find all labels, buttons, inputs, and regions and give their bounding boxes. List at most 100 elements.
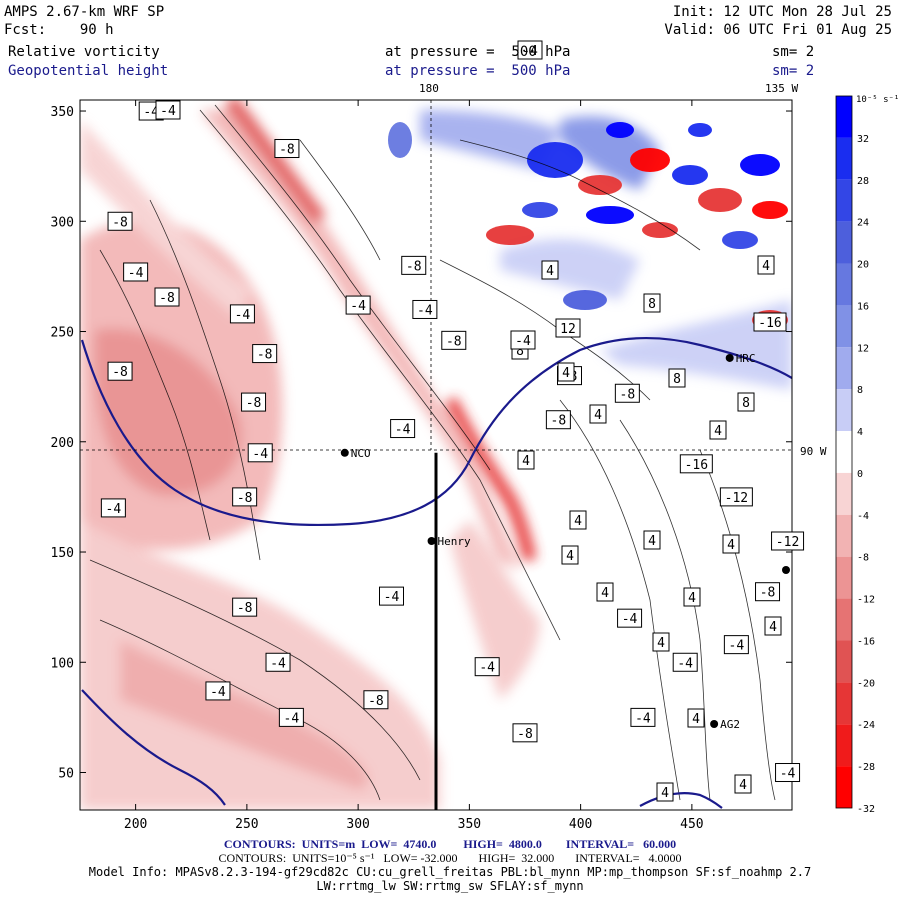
svg-text:-8: -8 (551, 414, 567, 429)
svg-text:-4: -4 (395, 423, 411, 438)
svg-text:4: 4 (762, 259, 770, 274)
contour-label: 4 (757, 255, 775, 275)
svg-text:4: 4 (657, 636, 665, 651)
colorbar-swatch (836, 472, 852, 515)
model-title: AMPS 2.67-km WRF SP (4, 4, 165, 20)
colorbar-swatch (836, 682, 852, 725)
svg-text:8: 8 (516, 344, 524, 359)
svg-text:-8: -8 (112, 215, 128, 230)
svg-text:-4: -4 (729, 639, 745, 654)
station-label: AG2 (720, 718, 740, 731)
colorbar-tick-label: 16 (857, 301, 869, 312)
svg-text:-8: -8 (257, 348, 273, 363)
svg-text:-4: -4 (128, 266, 144, 281)
svg-text:4: 4 (648, 534, 656, 549)
contour-label: -8 (363, 690, 389, 710)
y-tick-label: 200 (51, 436, 74, 451)
contour-label: -4 (379, 586, 404, 606)
colorbar-swatch (836, 137, 852, 180)
lon-label-135w: 135 W (765, 82, 799, 95)
contour-label: 4 (652, 632, 670, 652)
svg-text:4: 4 (546, 264, 554, 279)
svg-text:-4: -4 (635, 711, 651, 726)
init-time: Init: 12 UTC Mon 28 Jul 25 (672, 4, 892, 20)
contour-label: 4 (643, 530, 661, 550)
contour-label: -8 (614, 383, 640, 403)
svg-text:4: 4 (574, 514, 582, 529)
contour-label: 4 (589, 404, 607, 424)
contour-label: -8 (232, 487, 258, 507)
svg-text:-8: -8 (159, 291, 175, 306)
svg-text:-4: -4 (210, 685, 226, 700)
svg-text:8: 8 (742, 396, 750, 411)
svg-text:4: 4 (566, 549, 574, 564)
field2-name: Geopotential height (8, 63, 169, 79)
contour-label: 4 (596, 582, 614, 602)
contour-label: -8 (274, 139, 300, 159)
field1-level: at pressure = 500 hPa (385, 44, 571, 60)
contour-label: 8 (643, 293, 661, 313)
svg-text:-4: -4 (384, 590, 400, 605)
contour-label: -4 (345, 295, 371, 315)
colorbar-swatch (836, 514, 852, 557)
contour-label: 4 (734, 774, 752, 794)
contour-label: -8 (755, 582, 781, 602)
contour-label: -4 (278, 707, 304, 727)
svg-text:-4: -4 (143, 105, 159, 120)
contour-label: -4 (205, 681, 231, 701)
svg-text:4: 4 (601, 586, 609, 601)
contour-label: 4 (764, 616, 782, 636)
svg-text:8: 8 (673, 372, 681, 387)
colorbar-swatch (836, 724, 852, 767)
svg-text:-4: -4 (252, 447, 268, 462)
contour-label: -4 (100, 498, 126, 518)
svg-text:4: 4 (661, 786, 669, 801)
colorbar-swatch (836, 221, 852, 264)
colorbar-swatch (836, 263, 852, 306)
svg-text:-12: -12 (725, 491, 748, 506)
svg-text:-8: -8 (406, 259, 422, 274)
x-tick-label: 250 (235, 817, 258, 832)
contour-label: -4 (617, 608, 643, 628)
contour-label: -4 (155, 100, 181, 120)
svg-text:-12: -12 (776, 535, 799, 550)
field1-name: Relative vorticity (8, 44, 160, 60)
colorbar-tick-label: -8 (857, 553, 869, 564)
height-contour-info: CONTOURS: UNITS=m LOW= 4740.0 HIGH= 4800… (223, 837, 677, 851)
station-label: NCO (351, 447, 371, 460)
y-tick-label: 350 (51, 105, 74, 120)
svg-text:-8: -8 (446, 334, 462, 349)
svg-text:-4: -4 (417, 303, 433, 318)
svg-text:-16: -16 (758, 316, 781, 331)
contour-label: -4 (412, 299, 438, 319)
colorbar-tick-label: -24 (857, 720, 875, 731)
contour-label: 8 (668, 368, 686, 388)
contour-label: -12 (719, 487, 753, 507)
station-marker (710, 720, 719, 729)
svg-text:4: 4 (562, 366, 570, 381)
colorbar-tick-label: -4 (857, 511, 869, 522)
svg-text:-8: -8 (368, 694, 384, 709)
colorbar: 10⁻⁵ s⁻¹ 32 28 24 20 16 12 8 4 0 -4 -8 -12 -16 -20 -24 -… (835, 95, 899, 815)
x-tick-label: 300 (346, 817, 369, 832)
colorbar-tick-label: -16 (857, 636, 875, 647)
x-tick-label: 200 (124, 817, 147, 832)
colorbar-tick-label: 0 (857, 469, 863, 480)
contour-label: -4 (123, 262, 149, 282)
contour-label: -8 (441, 330, 467, 350)
colorbar-swatch (836, 766, 852, 808)
colorbar-tick-label: 12 (857, 343, 869, 354)
colorbar-unit: 10⁻⁵ s⁻¹ (856, 95, 899, 105)
y-tick-label: 100 (51, 656, 74, 671)
y-tick-label: 150 (51, 546, 74, 561)
contour-label: 4 (656, 782, 674, 802)
svg-text:-8: -8 (620, 387, 636, 402)
station-marker-edge (782, 566, 790, 574)
model-info: Model Info: MPASv8.2.3-194-gf29cd82c CU:… (88, 865, 812, 879)
svg-text:-8: -8 (237, 491, 253, 506)
field2-level: at pressure = 500 hPa (385, 63, 571, 79)
x-tick-label: 400 (569, 817, 592, 832)
svg-text:-8: -8 (237, 601, 253, 616)
colorbar-tick-label: -32 (857, 804, 875, 815)
contour-label: -8 (107, 211, 133, 231)
